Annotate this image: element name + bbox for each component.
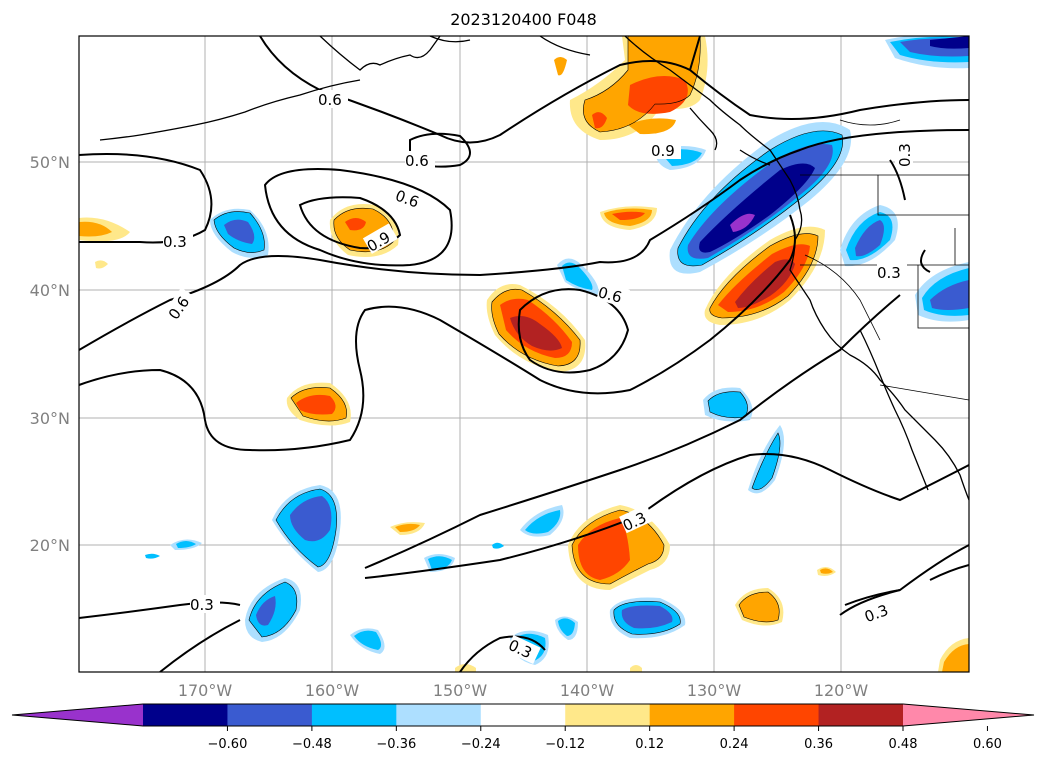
lon-label: 120°W bbox=[814, 681, 869, 700]
colorbar-swatch bbox=[227, 704, 313, 726]
lat-label: 40°N bbox=[30, 281, 70, 300]
colorbar-tick-label: −0.24 bbox=[461, 737, 501, 752]
colorbar-tick-label: −0.36 bbox=[376, 737, 416, 752]
anomaly-fills bbox=[79, 36, 969, 672]
lon-label: 150°W bbox=[433, 681, 488, 700]
contour-label: 0.3 bbox=[190, 596, 214, 614]
contour-label: 0.6 bbox=[318, 91, 342, 109]
colorbar-extend-high bbox=[903, 704, 1034, 726]
colorbar-swatch bbox=[396, 704, 482, 726]
positive-anomaly-south bbox=[568, 505, 670, 590]
colorbar-swatch bbox=[734, 704, 820, 726]
colorbar: −0.60 −0.48 −0.36 −0.24 −0.12 0.12 0.24 0.36 0.4… bbox=[11, 703, 1035, 752]
contour-label: 0.3 bbox=[877, 264, 901, 282]
colorbar-tick-label: 0.36 bbox=[804, 737, 833, 752]
latitude-labels: 50°N 40°N 30°N 20°N bbox=[30, 153, 70, 555]
colorbar-swatch bbox=[649, 704, 735, 726]
colorbar-tick-label: −0.48 bbox=[292, 737, 332, 752]
anomaly-outlines bbox=[213, 36, 844, 638]
map-frame bbox=[78, 35, 970, 673]
colorbar-extend-low bbox=[12, 704, 143, 726]
lon-label: 170°W bbox=[178, 681, 233, 700]
contour-label: 0.6 bbox=[405, 152, 429, 170]
colorbar-swatch bbox=[565, 704, 651, 726]
colorbar-tick-label: −0.60 bbox=[208, 737, 248, 752]
lat-label: 20°N bbox=[30, 536, 70, 555]
lon-label: 130°W bbox=[687, 681, 742, 700]
colorbar-tick-label: −0.12 bbox=[545, 737, 585, 752]
political-borders bbox=[800, 119, 969, 401]
colorbar-tick-label: 0.12 bbox=[635, 737, 664, 752]
colorbar-tick-label: 0.48 bbox=[889, 737, 918, 752]
contour-label: 0.6 bbox=[596, 283, 624, 307]
contour-label: 0.3 bbox=[896, 143, 914, 167]
contour-label: 0.3 bbox=[163, 233, 187, 251]
negative-anomaly-coast bbox=[655, 122, 852, 274]
lon-label: 160°W bbox=[305, 681, 360, 700]
colorbar-tick-label: 0.24 bbox=[720, 737, 749, 752]
negative-anomaly-hawaii bbox=[272, 485, 341, 572]
contour-label: 0.9 bbox=[651, 142, 675, 160]
longitude-labels: 170°W 160°W 150°W 140°W 130°W 120°W bbox=[178, 681, 869, 700]
colorbar-tick-label: 0.60 bbox=[973, 737, 1002, 752]
lat-label: 30°N bbox=[30, 409, 70, 428]
lon-label: 140°W bbox=[560, 681, 615, 700]
colorbar-swatch bbox=[311, 704, 397, 726]
positive-anomaly-alaska bbox=[554, 36, 708, 140]
negative-anomaly-topright bbox=[885, 36, 969, 69]
colorbar-swatch bbox=[143, 704, 228, 726]
positive-anomaly-central bbox=[486, 284, 586, 372]
contour-label-group: 0.6 0.6 0.6 0.6 0.9 0.9 0.3 0.6 0.3 0.3 … bbox=[163, 90, 914, 665]
colorbar-swatch bbox=[818, 704, 904, 726]
colorbar-swatch bbox=[480, 704, 566, 726]
coastlines bbox=[99, 36, 969, 501]
lat-label: 50°N bbox=[30, 153, 70, 172]
map-title: 2023120400 F048 bbox=[450, 10, 597, 29]
